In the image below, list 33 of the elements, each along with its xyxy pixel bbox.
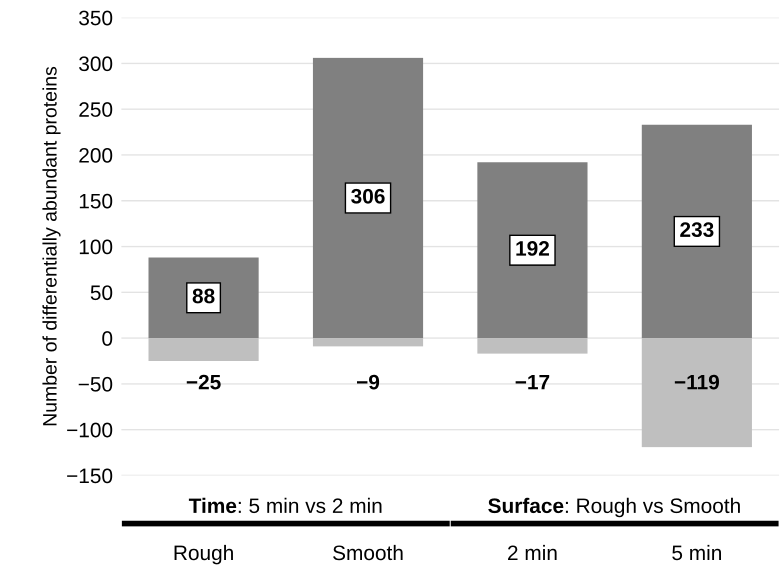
data-label: −25 (186, 374, 221, 390)
y-tick-label: 50 (90, 285, 112, 300)
data-label: 88 (192, 288, 215, 304)
bar (312, 58, 424, 338)
y-tick-label: 300 (79, 56, 112, 72)
y-tick-label: 150 (80, 194, 112, 209)
text: Surface: Rough vs Smooth (488, 498, 740, 518)
bar (642, 338, 752, 448)
y-tick-label: 0 (102, 331, 112, 346)
y-tick-label: −100 (67, 422, 112, 438)
x-tick-label: Rough (174, 544, 233, 564)
data-label: 306 (351, 188, 385, 204)
x-tick-label: 5 min (672, 544, 721, 560)
y-axis-title: Number of differentially abundant proteins (42, 66, 61, 426)
text: Time: 5 min vs 2 min (188, 498, 382, 514)
y-tick-label: −150 (67, 468, 112, 484)
bar (477, 338, 588, 354)
data-label: 192 (516, 241, 549, 256)
bar (312, 338, 424, 346)
y-tick-label: 200 (79, 148, 112, 163)
y-tick-label: 100 (80, 240, 112, 254)
y-tick-label: 350 (79, 10, 112, 26)
data-label: −9 (357, 374, 380, 390)
bar (642, 124, 752, 338)
data-label: 233 (680, 222, 714, 238)
bar (148, 338, 259, 362)
data-label: −17 (516, 374, 550, 390)
bar (477, 162, 588, 338)
x-tick-label: Smooth (333, 544, 403, 560)
x-tick-label: 2 min (508, 544, 557, 560)
data-label: −119 (674, 374, 719, 390)
y-tick-label: 250 (79, 102, 112, 117)
y-tick-label: −50 (78, 376, 112, 392)
